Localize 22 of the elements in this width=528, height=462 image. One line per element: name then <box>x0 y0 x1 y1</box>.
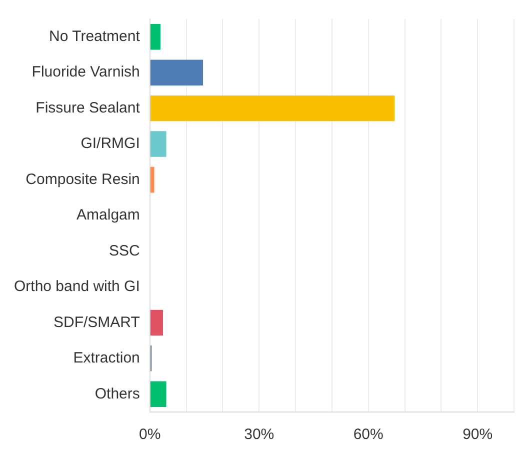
y-tick-label: SSC <box>109 242 140 260</box>
x-tick-label: 60% <box>353 426 384 444</box>
y-tick-label: Fissure Sealant <box>36 99 141 116</box>
bar <box>150 24 160 50</box>
bar <box>150 95 395 122</box>
y-tick-label: No Treatment <box>49 28 141 46</box>
y-tick-label: Ortho band with GI <box>14 278 140 296</box>
bar <box>150 310 164 336</box>
y-tick-label: Others <box>94 385 140 402</box>
bar <box>150 131 166 157</box>
x-tick-label: 30% <box>244 426 274 444</box>
x-tick-label: 90% <box>462 426 493 444</box>
x-tick-label: 0% <box>139 426 161 444</box>
y-tick-label: GI/RMGI <box>80 135 140 152</box>
y-tick-label: Fluoride Varnish <box>32 64 140 81</box>
bar <box>150 60 204 86</box>
y-tick-label: Composite Resin <box>26 170 140 188</box>
bar <box>150 166 154 193</box>
y-tick-label: Amalgam <box>76 206 140 224</box>
bar <box>150 381 166 407</box>
y-tick-label: SDF/SMART <box>53 314 140 331</box>
y-tick-label: Extraction <box>73 350 140 367</box>
